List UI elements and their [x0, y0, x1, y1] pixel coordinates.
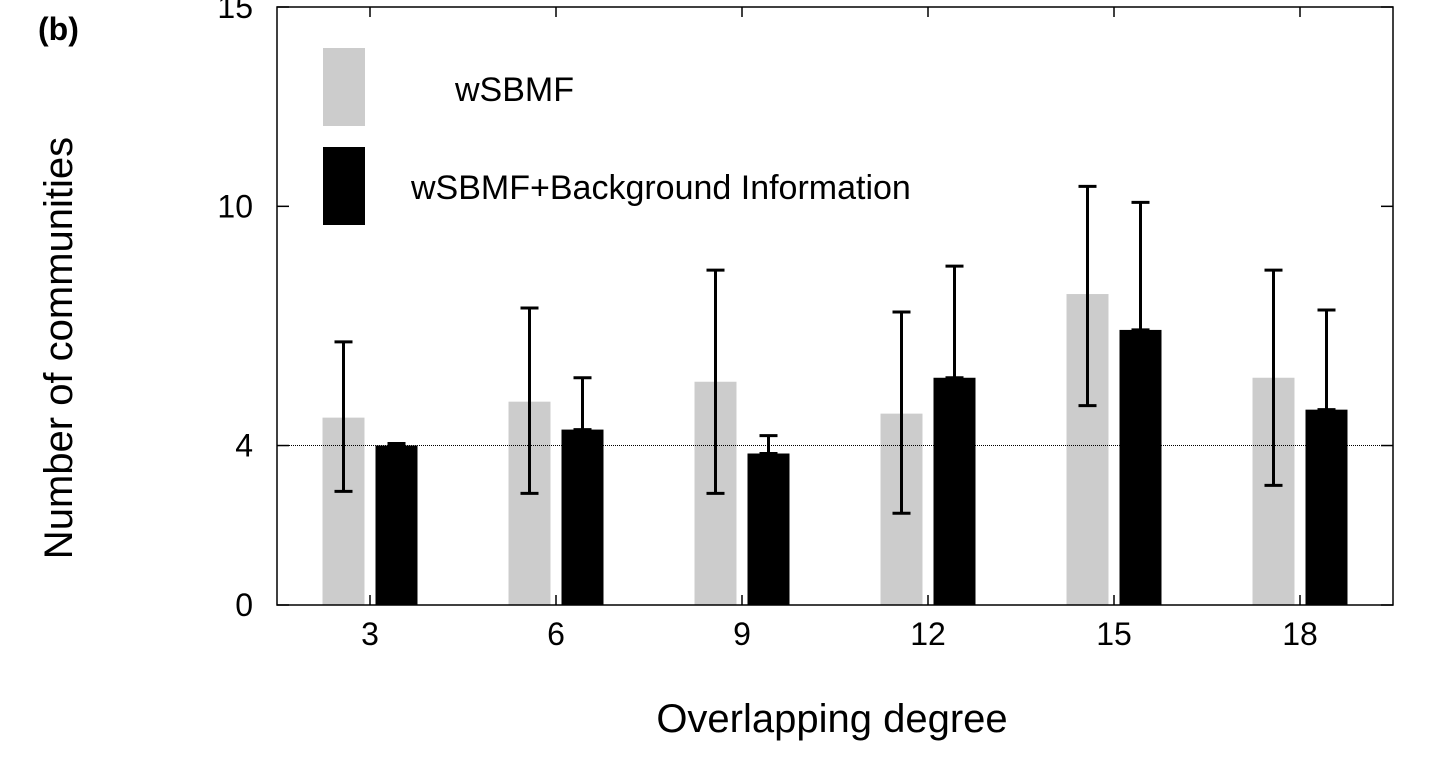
- legend-swatch-wsbmf-bg: [323, 147, 365, 225]
- error-bar-wsbmf-3: [334, 340, 353, 493]
- legend-label-wsbmf: wSBMF: [454, 71, 574, 109]
- plot-frame: [276, 6, 1394, 606]
- error-bar-wsbmf-12: [892, 310, 911, 515]
- x-tick-label: 3: [361, 616, 379, 652]
- bar-wsbmf-bg-3: [375, 445, 418, 605]
- x-tick-label: 15: [1096, 616, 1132, 652]
- error-bar-wsbmf-18: [1264, 268, 1283, 487]
- error-bar-wsbmf-bg-15: [1131, 200, 1150, 332]
- legend-label-wsbmf-bg: wSBMF+Background Information: [410, 169, 911, 207]
- x-tick-label: 12: [910, 616, 946, 652]
- error-bar-wsbmf-6: [520, 306, 539, 495]
- y-tick-label: 4: [235, 428, 253, 464]
- panel-label: (b): [38, 11, 79, 47]
- error-bar-wsbmf-bg-18: [1317, 308, 1336, 412]
- bar-wsbmf-bg-6: [561, 429, 604, 605]
- error-bar-wsbmf-bg-6: [573, 376, 592, 432]
- y-tick-label: 15: [217, 0, 253, 25]
- y-tick-label: 0: [235, 587, 253, 623]
- ticks-layer: 3 6 9 12 15 18 0 4 10 15: [217, 0, 1393, 652]
- bar-wsbmf-bg-12: [933, 377, 976, 605]
- x-tick-label: 18: [1282, 616, 1318, 652]
- legend: wSBMF wSBMF+Background Information: [323, 48, 911, 225]
- legend-swatch-wsbmf: [323, 48, 365, 126]
- y-tick-label: 10: [217, 188, 253, 224]
- error-bar-wsbmf-9: [706, 268, 725, 495]
- x-tick-label: 9: [733, 616, 751, 652]
- bar-wsbmf-bg-9: [747, 453, 790, 605]
- error-bars-layer: [334, 184, 1336, 515]
- error-bar-wsbmf-15: [1078, 184, 1097, 408]
- error-bar-wsbmf-bg-9: [759, 434, 778, 456]
- x-tick-label: 6: [547, 616, 565, 652]
- bars-layer: [322, 294, 1348, 605]
- error-bar-wsbmf-bg-12: [945, 264, 964, 380]
- x-axis-title: Overlapping degree: [656, 697, 1007, 741]
- y-axis-title: Number of communities: [37, 137, 81, 559]
- bar-wsbmf-bg-15: [1119, 329, 1162, 605]
- error-bar-wsbmf-bg-3: [387, 442, 406, 448]
- bar-wsbmf-bg-18: [1305, 409, 1348, 605]
